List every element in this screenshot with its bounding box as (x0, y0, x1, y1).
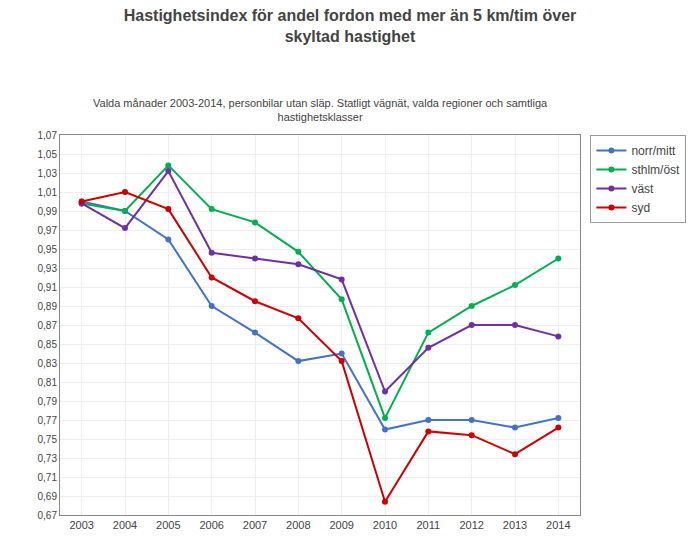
svg-text:sthlm/öst: sthlm/öst (631, 163, 680, 177)
svg-text:väst: väst (631, 182, 654, 196)
svg-text:syd: syd (631, 201, 650, 215)
svg-text:0,79: 0,79 (38, 396, 58, 407)
svg-text:2007: 2007 (243, 519, 267, 531)
svg-text:0,93: 0,93 (38, 263, 58, 274)
svg-text:0,97: 0,97 (38, 225, 58, 236)
svg-text:0,91: 0,91 (38, 282, 58, 293)
svg-text:Hastighetsindex för andel ford: Hastighetsindex för andel fordon med mer… (124, 7, 577, 45)
svg-text:0,87: 0,87 (38, 320, 58, 331)
svg-text:0,81: 0,81 (38, 377, 58, 388)
svg-text:1,07: 1,07 (38, 130, 58, 141)
svg-text:1,03: 1,03 (38, 168, 58, 179)
svg-text:0,89: 0,89 (38, 301, 58, 312)
svg-text:2005: 2005 (156, 519, 180, 531)
svg-text:Valda månader 2003-2014, perso: Valda månader 2003-2014, personbilar uta… (93, 97, 548, 123)
svg-text:0,73: 0,73 (38, 453, 58, 464)
svg-text:2004: 2004 (113, 519, 137, 531)
svg-text:2013: 2013 (503, 519, 527, 531)
svg-text:0,69: 0,69 (38, 491, 58, 502)
svg-text:2014: 2014 (546, 519, 570, 531)
svg-text:0,67: 0,67 (38, 510, 58, 521)
svg-text:0,77: 0,77 (38, 415, 58, 426)
svg-text:1,05: 1,05 (38, 149, 58, 160)
svg-text:1,01: 1,01 (38, 187, 58, 198)
svg-text:2008: 2008 (286, 519, 310, 531)
svg-text:2010: 2010 (373, 519, 397, 531)
svg-text:0,83: 0,83 (38, 358, 58, 369)
svg-text:0,99: 0,99 (38, 206, 58, 217)
svg-text:2006: 2006 (199, 519, 223, 531)
svg-text:0,75: 0,75 (38, 434, 58, 445)
svg-text:2003: 2003 (69, 519, 93, 531)
svg-text:0,95: 0,95 (38, 244, 58, 255)
svg-text:2012: 2012 (459, 519, 483, 531)
svg-text:0,71: 0,71 (38, 472, 58, 483)
svg-text:0,85: 0,85 (38, 339, 58, 350)
svg-text:2009: 2009 (329, 519, 353, 531)
svg-text:norr/mitt: norr/mitt (631, 144, 676, 158)
svg-text:2011: 2011 (417, 519, 441, 531)
